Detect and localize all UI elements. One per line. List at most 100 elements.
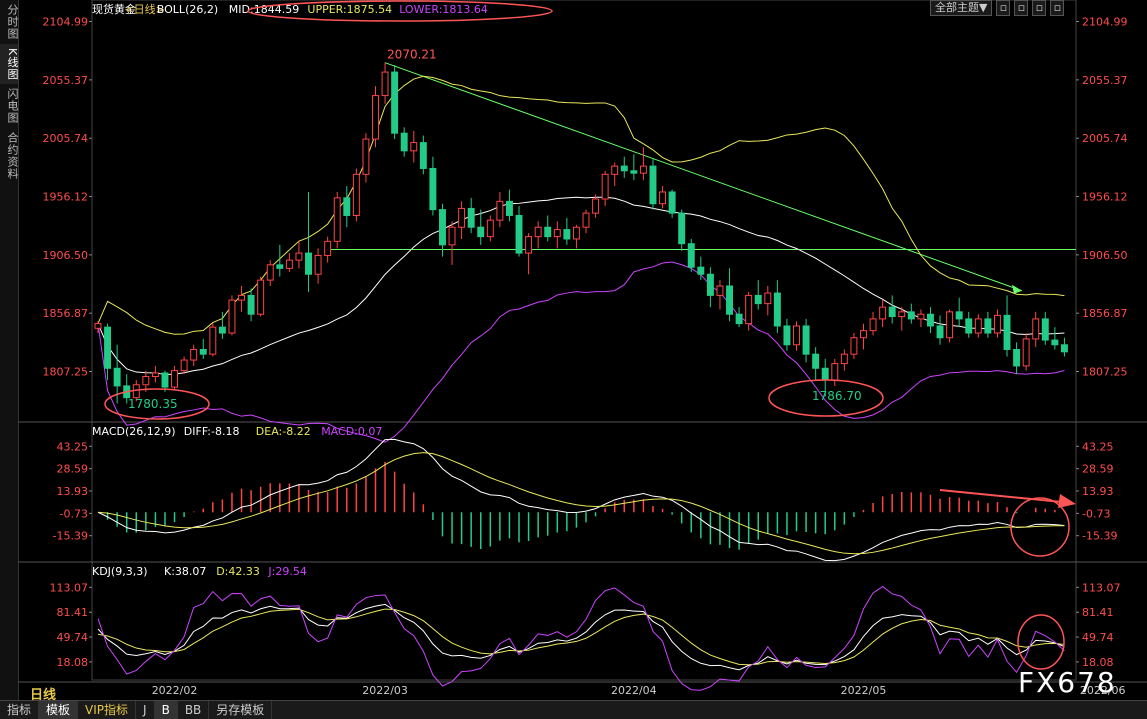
candle-body (410, 142, 418, 152)
y-tick-label: 1956.12 (1082, 191, 1128, 204)
candle-body (199, 348, 207, 355)
candle-body (592, 198, 600, 214)
watermark-logo: FX678 (1018, 666, 1117, 699)
maximize-icon[interactable]: ▫ (1032, 0, 1047, 16)
annotation-circle (1017, 614, 1065, 670)
candle-body (716, 285, 724, 296)
annotation-high: 2070.21 (387, 48, 437, 62)
tab-vip-indicator[interactable]: VIP指标 (78, 701, 137, 719)
candle-body (1060, 344, 1068, 353)
candle-body (333, 197, 341, 242)
y-tick-label: 13.93 (1082, 485, 1114, 498)
candle-body (678, 212, 686, 245)
y-tick-label: 113.07 (50, 581, 89, 594)
legend-lower: LOWER:1813.64 (399, 3, 488, 16)
tab-b[interactable]: B (154, 701, 178, 719)
kdj-j-line (97, 585, 1065, 691)
y-tick-label: 43.25 (1082, 440, 1114, 453)
macd-legend-macd: MACD:0.07 (321, 425, 382, 438)
kdj-d-line (97, 608, 1065, 666)
close-icon[interactable]: ▫ (1050, 0, 1065, 16)
y-tick-label: 2005.74 (1082, 132, 1128, 145)
y-tick-label: 81.41 (1082, 606, 1114, 619)
candle-body (1013, 348, 1021, 367)
tab-contract-info[interactable]: 合约资料 (6, 132, 19, 181)
candle-body (812, 353, 820, 369)
candle-body (1041, 318, 1049, 341)
candle-body (391, 71, 399, 134)
candle-body (448, 226, 456, 246)
legend-period: <日线> (124, 2, 164, 16)
candle-body (553, 229, 561, 238)
candle-body (639, 165, 647, 174)
candle-body (458, 207, 466, 228)
candle-body (668, 191, 676, 214)
period-label[interactable]: 日线 (30, 688, 57, 703)
candle-body (343, 197, 351, 216)
candle-body (295, 252, 303, 261)
candle-body (1051, 339, 1059, 346)
tab-j[interactable]: J (136, 701, 155, 719)
x-tick-label: 2022/02 (152, 684, 198, 697)
y-tick-label: 18.08 (57, 656, 89, 669)
candle-body (879, 306, 887, 320)
y-tick-label: 1956.12 (43, 191, 89, 204)
candle-body (754, 294, 762, 305)
y-tick-label: -15.39 (1082, 530, 1117, 543)
y-tick-label: 1856.87 (1082, 307, 1128, 320)
candle-body (142, 376, 150, 386)
restore-icon[interactable]: ▫ (1014, 0, 1029, 16)
tab-kline[interactable]: K线图 (0, 44, 19, 85)
annotation-circle (247, 0, 553, 22)
legend-upper: UPPER:1875.54 (307, 3, 392, 16)
y-tick-label: 28.59 (1082, 463, 1114, 476)
candle-body (611, 165, 619, 175)
candle-body (802, 325, 810, 355)
candle-body (381, 71, 389, 97)
minimize-icon[interactable]: ▫ (996, 0, 1011, 16)
candle-body (620, 165, 628, 172)
annotation-low-2: 1786.70 (812, 389, 862, 403)
candle-body (257, 279, 265, 315)
tab-bb[interactable]: BB (178, 701, 210, 719)
candle-body (362, 138, 370, 175)
x-tick-label: 2022/06 (1080, 684, 1126, 697)
candle-body (840, 353, 848, 365)
candle-body (764, 292, 772, 305)
y-tick-label: 2005.74 (43, 132, 89, 145)
candle-body (572, 226, 580, 240)
bottom-toolbar: 指标 模板 VIP指标 J B BB 另存模板 (0, 700, 1147, 719)
candle-body (687, 243, 695, 268)
tab-timeshare[interactable]: 分时图 (6, 4, 19, 40)
boll-mid-line (97, 196, 1065, 376)
candle-body (228, 299, 236, 334)
candle-body (113, 367, 121, 387)
y-tick-label: 1906.50 (43, 249, 89, 262)
candle-body (477, 226, 485, 238)
y-tick-label: 81.41 (57, 606, 89, 619)
candle-body (706, 273, 714, 296)
y-tick-label: 2055.37 (43, 74, 89, 87)
y-tick-label: 113.07 (1082, 581, 1121, 594)
candle-body (697, 266, 705, 275)
candle-body (190, 348, 198, 361)
candle-body (582, 212, 590, 228)
tab-indicator[interactable]: 指标 (0, 701, 40, 719)
tab-template[interactable]: 模板 (39, 701, 79, 719)
candle-body (247, 294, 255, 315)
theme-dropdown[interactable]: 全部主题▼ (930, 0, 993, 16)
kdj-legend-k: K:38.07 (164, 565, 206, 578)
candle-body (974, 318, 982, 334)
candle-body (180, 359, 188, 372)
y-tick-label: 2104.99 (1082, 16, 1128, 29)
tab-flash[interactable]: 闪电图 (6, 88, 19, 125)
annotation-low-1: 1780.35 (128, 397, 178, 411)
candle-body (161, 372, 169, 388)
candle-body (860, 330, 867, 339)
candle-body (314, 254, 322, 275)
boll-lower-line (97, 261, 1065, 443)
legend-mid: MID:1844.59 (229, 3, 299, 16)
candle-body (907, 311, 915, 320)
y-tick-label: 18.08 (1082, 656, 1114, 669)
tab-save-template[interactable]: 另存模板 (209, 701, 273, 719)
